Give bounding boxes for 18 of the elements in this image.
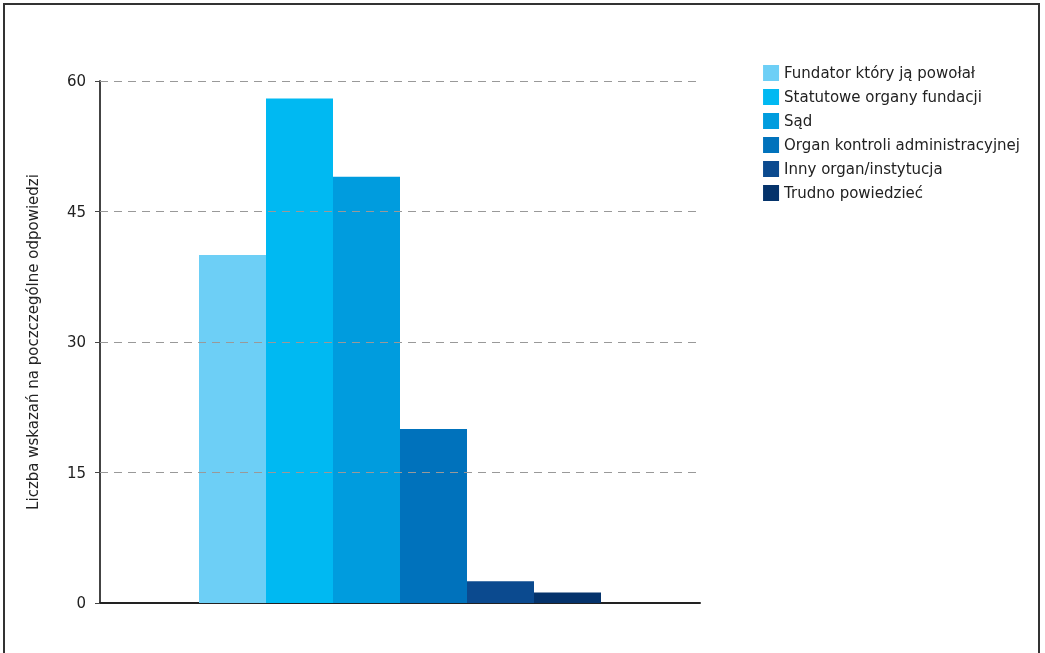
y-tick-label: 30 <box>66 333 86 351</box>
legend-label: Statutowe organy fundacji <box>784 88 982 106</box>
bar <box>266 98 333 603</box>
y-tick-label: 15 <box>66 463 86 482</box>
legend-label: Sąd <box>784 112 813 130</box>
legend-label: Inny organ/instytucja <box>784 160 943 178</box>
y-axis-title: Liczba wskazań na poczczególne odpowiedzi <box>23 174 42 510</box>
legend-label: Organ kontroli administracyjnej <box>784 136 1020 154</box>
y-tick-label: 60 <box>66 72 86 90</box>
bar <box>467 581 534 603</box>
bar <box>534 592 601 603</box>
bar <box>400 429 467 603</box>
y-tick-label: 45 <box>66 202 86 221</box>
legend-label: Trudno powiedzieć <box>783 184 924 202</box>
bar <box>199 255 266 603</box>
y-tick-label: 0 <box>76 594 86 612</box>
legend-label: Fundator który ją powołał <box>784 64 976 82</box>
bar <box>333 176 400 603</box>
